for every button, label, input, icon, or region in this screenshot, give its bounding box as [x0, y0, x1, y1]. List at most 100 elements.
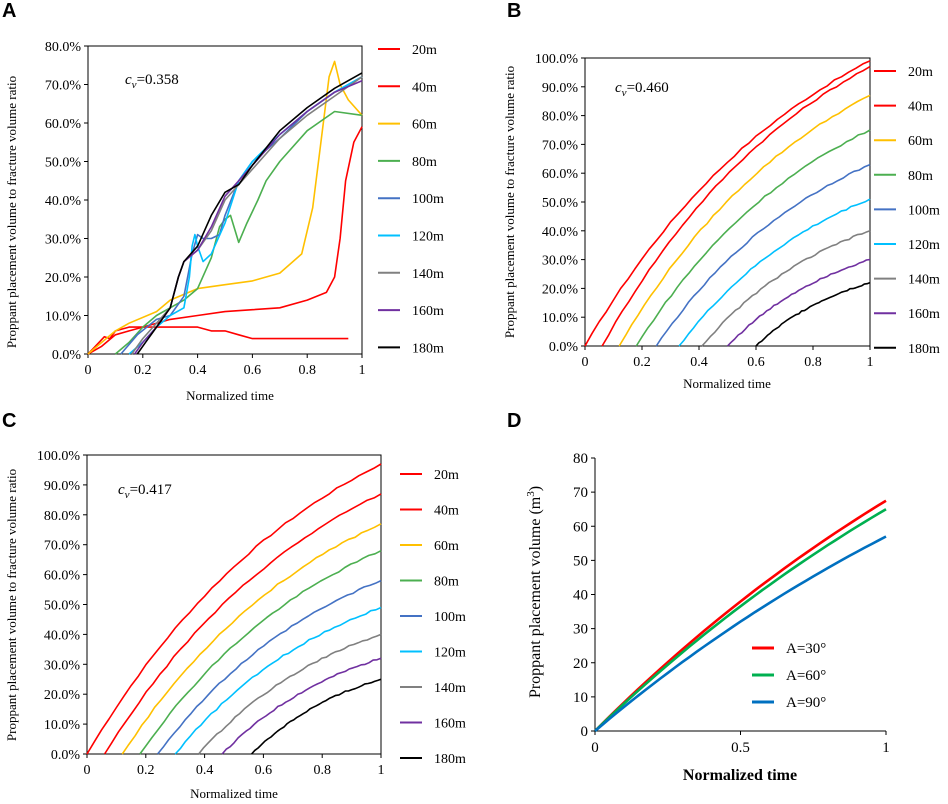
y-tick-label: 70.0% [542, 138, 579, 153]
legend-label: A=90° [786, 695, 826, 711]
x-tick-label: 0.6 [747, 355, 765, 370]
legend-c: 20m 40m 60m 80m 100m 120m 140m 160m 180m [400, 468, 466, 767]
legend-label: 40m [908, 100, 933, 115]
y-tick-label: 40.0% [542, 225, 579, 240]
legend-label: 80m [434, 575, 459, 590]
legend-label: 60m [908, 134, 933, 149]
series-group-a [87, 60, 363, 355]
y-tick-label: 80.0% [542, 110, 579, 125]
y-tick-label: 80.0% [45, 40, 82, 55]
x-tick-label: 0.8 [804, 355, 822, 370]
legend-label: 120m [908, 238, 940, 253]
y-tick-label: 70 [573, 485, 588, 501]
y-tick-label: 60.0% [44, 569, 81, 584]
panel-letter-c: C [2, 410, 16, 432]
y-tick-label: 0 [581, 724, 589, 740]
series-line [121, 523, 382, 755]
x-tick-label: 0.8 [298, 363, 316, 378]
y-tick-label: 0.0% [52, 348, 82, 363]
x-tick-label: 0.2 [134, 363, 152, 378]
y-tick-label: 40 [573, 588, 588, 604]
panel-letter-b: B [507, 0, 521, 22]
panel-b: B 0.0% 10.0% 20.0% 30.0% 40.0% 50.0% 60.0% 70.0… [502, 0, 940, 391]
y-tick-label: 0.0% [549, 340, 579, 355]
series-line [755, 281, 871, 347]
legend-d: A=30° A=60° A=90° [752, 641, 826, 711]
legend-label: 20m [434, 468, 459, 483]
series-line [601, 65, 871, 347]
cv-annotation-c: cv=0.417 [118, 482, 172, 501]
series-line [87, 326, 349, 355]
legend-label: 180m [434, 752, 466, 767]
y-tick-label: 40.0% [45, 194, 82, 209]
x-tick-label: 0.2 [633, 355, 651, 370]
series-line [174, 606, 382, 755]
series-line [618, 94, 871, 347]
series-line [198, 633, 382, 755]
series-line [103, 493, 382, 755]
series-line [584, 60, 871, 347]
y-tick-label: 30.0% [45, 233, 82, 248]
legend-label: 100m [908, 203, 940, 218]
legend-label: 180m [412, 341, 444, 356]
y-tick-label: 90.0% [542, 81, 579, 96]
y-tick-label: 80.0% [44, 509, 81, 524]
x-axis-label-c: Normalized time [190, 786, 278, 801]
y-tick-label: 40.0% [44, 628, 81, 643]
x-axis-ticks-a: 0 0.2 0.4 0.6 0.8 1 [85, 354, 366, 378]
legend-label: 60m [434, 539, 459, 554]
x-tick-label: 0 [84, 763, 91, 778]
legend-box-d [745, 629, 865, 714]
y-tick-label: 10.0% [44, 718, 81, 733]
x-axis-label-a: Normalized time [186, 388, 274, 403]
x-tick-label: 0.6 [255, 763, 273, 778]
legend-b: 20m 40m 60m 80m 100m 120m 140m 160m 180m [874, 65, 940, 357]
y-tick-label: 60.0% [45, 117, 82, 132]
y-tick-label: 50.0% [542, 196, 579, 211]
legend-label: 20m [908, 65, 933, 80]
series-line [86, 463, 382, 755]
y-tick-label: 20.0% [542, 282, 579, 297]
plot-area-c [86, 454, 382, 755]
x-tick-label: 1 [867, 355, 874, 370]
series-line [655, 163, 871, 347]
legend-label: 80m [908, 169, 933, 184]
series-line [678, 198, 871, 347]
legend-label: A=30° [786, 641, 826, 657]
legend-label: 100m [434, 610, 466, 625]
panel-letter-a: A [2, 0, 16, 22]
x-tick-label: 0.4 [196, 763, 214, 778]
legend-label: 160m [412, 304, 444, 319]
x-tick-label: 0.8 [313, 763, 331, 778]
x-tick-label: 0 [591, 740, 599, 756]
y-tick-label: 80 [573, 451, 588, 467]
x-tick-label: 0.4 [690, 355, 708, 370]
panel-c: C 0.0% 10.0% 20.0% 30.0% 40.0% 50.0% 60.0% 70.0… [2, 410, 466, 801]
series-line [139, 549, 382, 755]
y-tick-label: 20.0% [45, 271, 82, 286]
series-line [594, 535, 887, 732]
x-tick-label: 0 [85, 363, 92, 378]
x-tick-label: 0.6 [244, 363, 262, 378]
y-tick-label: 100.0% [535, 52, 579, 67]
x-tick-label: 1 [882, 740, 890, 756]
x-tick-label: 0 [582, 355, 589, 370]
y-tick-label: 10.0% [542, 311, 579, 326]
y-tick-label: 30.0% [44, 658, 81, 673]
x-axis-ticks-c: 0 0.2 0.4 0.6 0.8 1 [84, 754, 385, 778]
series-line [251, 678, 382, 755]
x-tick-label: 1 [378, 763, 385, 778]
series-line [114, 110, 363, 355]
x-axis-ticks-b: 0 0.2 0.4 0.6 0.8 1 [582, 346, 874, 370]
y-tick-label: 30.0% [542, 254, 579, 269]
x-tick-label: 0.5 [731, 740, 750, 756]
panel-letter-d: D [507, 410, 521, 432]
series-line [87, 60, 363, 355]
x-axis-ticks-d: 0 0.5 1 [591, 731, 890, 756]
y-tick-label: 50 [573, 553, 588, 569]
y-tick-label: 0.0% [51, 748, 81, 763]
y-axis-ticks-a: 0.0% 10.0% 20.0% 30.0% 40.0% 50.0% 60.0% 70.0% 8… [45, 40, 88, 363]
y-axis-ticks-b: 0.0% 10.0% 20.0% 30.0% 40.0% 50.0% 60.0% 70.0% 8… [535, 52, 585, 355]
legend-a: 20m 40m 60m 80m 100m 120m 140m 160m 180m [378, 43, 444, 356]
